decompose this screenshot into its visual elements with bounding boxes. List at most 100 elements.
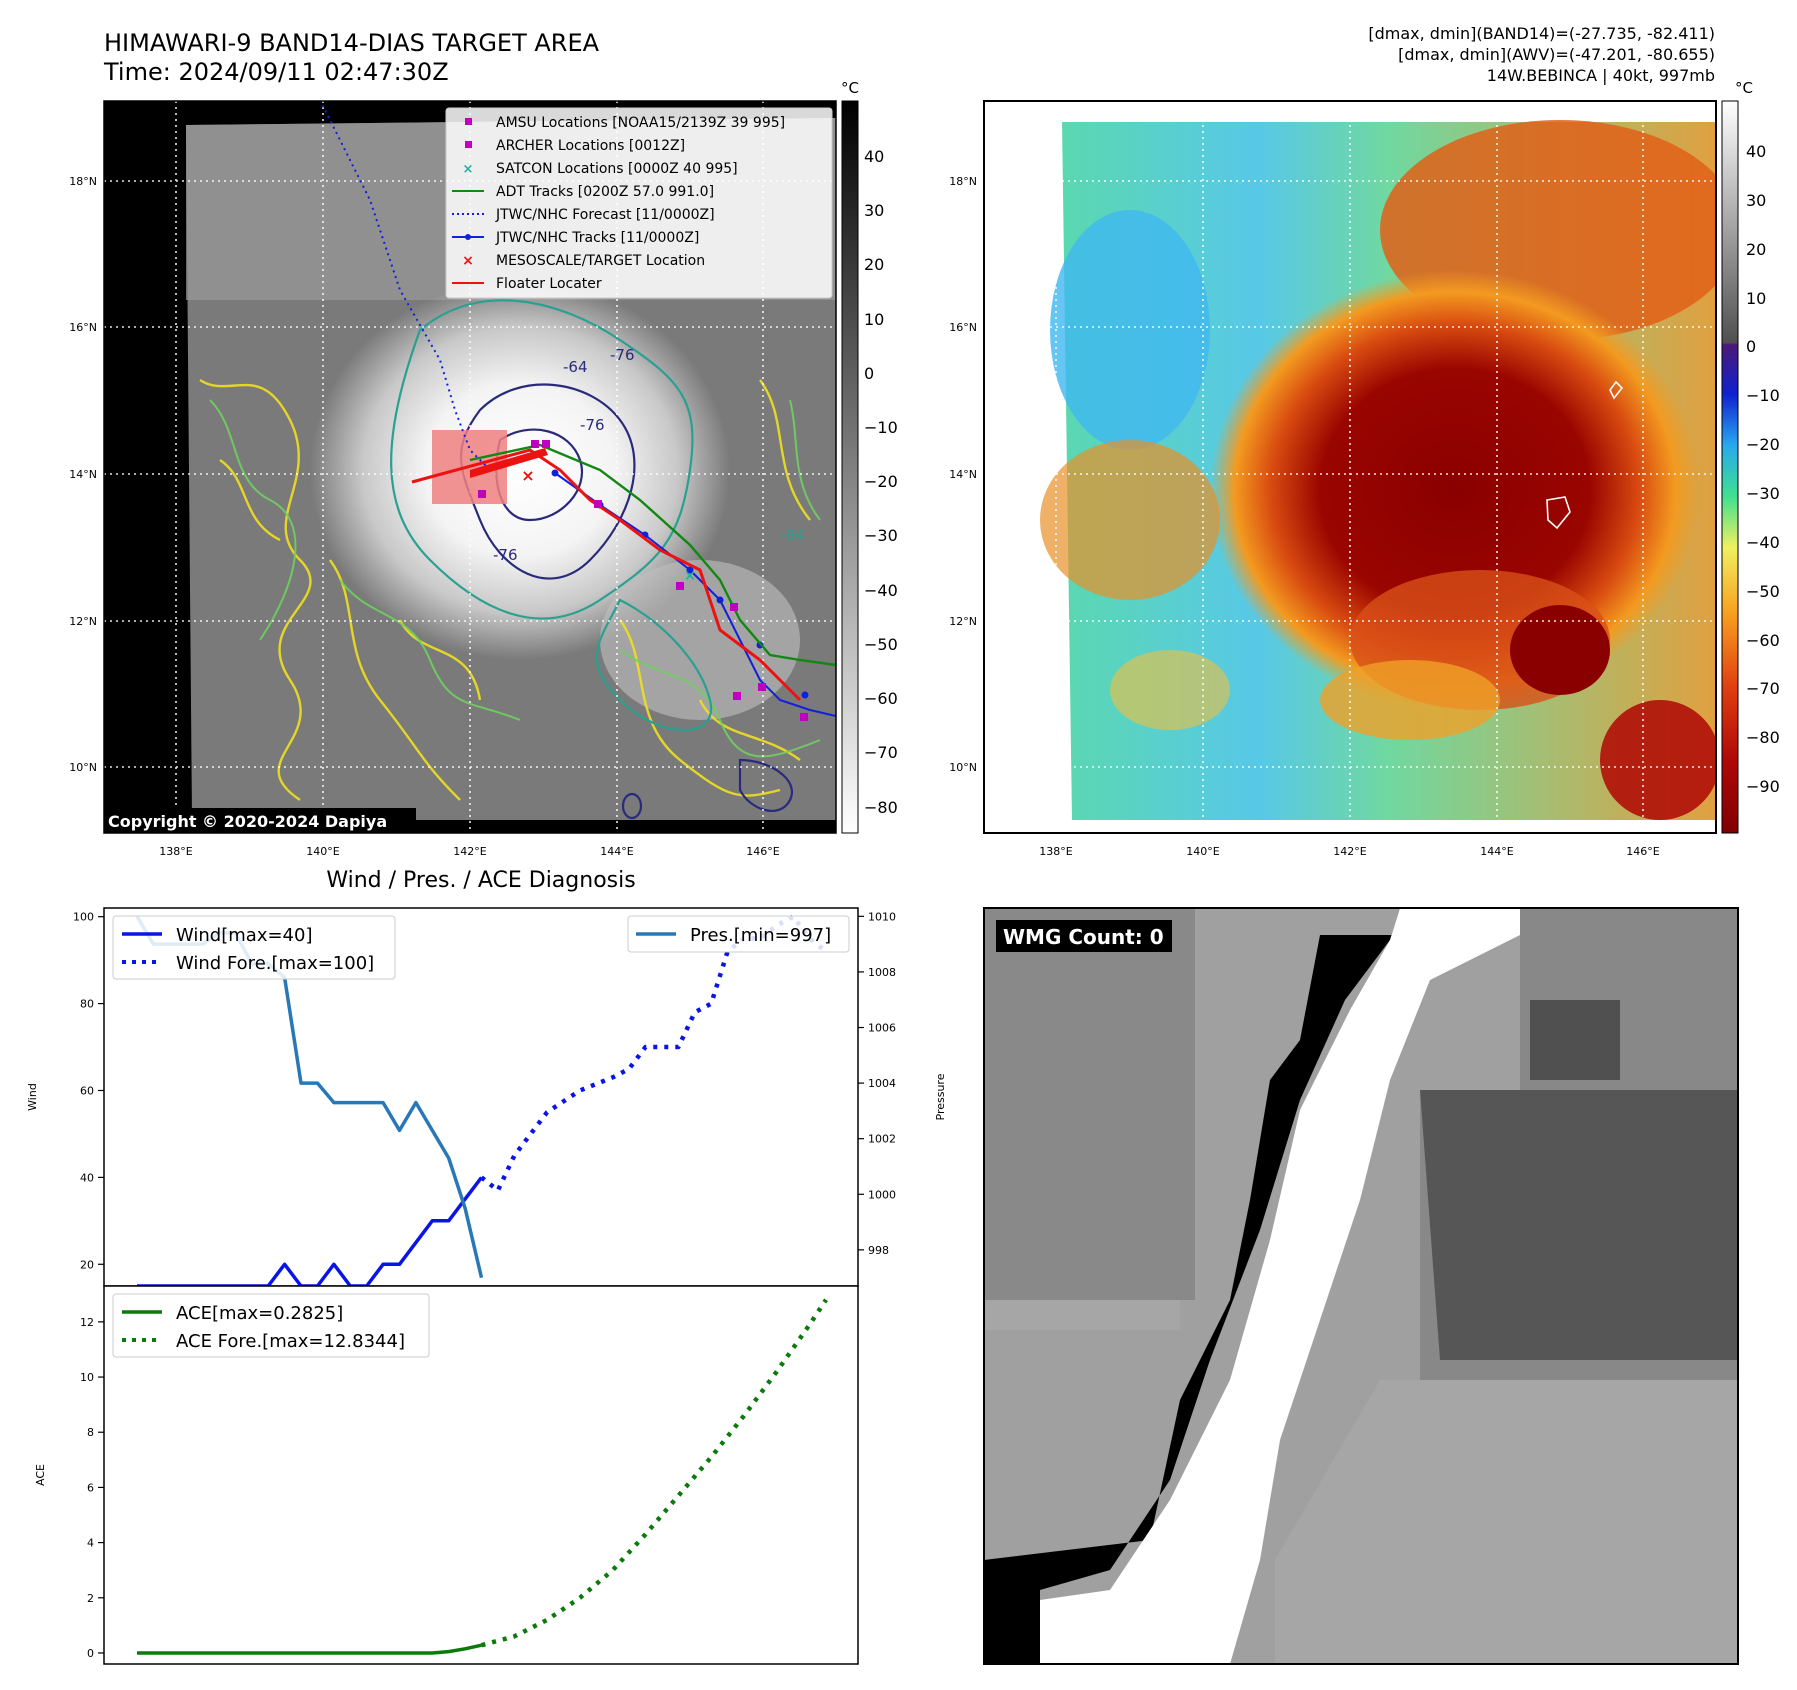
map-legend: AMSU Locations [NOAA15/2139Z 39 995] ARC… <box>445 107 833 299</box>
colorbar-tick: 30 <box>864 201 884 220</box>
colorbar-tick: 40 <box>864 147 884 166</box>
amsu-archer-markers <box>478 440 808 721</box>
map2-frame <box>983 100 1717 834</box>
legend-item: MESOSCALE/TARGET Location <box>496 253 705 269</box>
colorbar-unit: °C <box>841 79 859 97</box>
colorbar-tick: −40 <box>864 581 898 600</box>
axis-tick-label: 20 <box>80 1258 94 1271</box>
axis-tick-label: 2 <box>87 1592 94 1605</box>
gray-colorbar: °C 40 30 20 10 0 −10 −20 −30 −40 −50 −60… <box>841 79 898 834</box>
legend-item: ACE Fore.[max=12.8344] <box>176 1331 405 1352</box>
colorbar-tick: −30 <box>864 526 898 545</box>
diagnosis-title: Wind / Pres. / ACE Diagnosis <box>326 868 635 893</box>
island-outline <box>1609 380 1624 400</box>
colorbar-tick: −70 <box>864 743 898 762</box>
colorbar-tick: −10 <box>1746 386 1780 405</box>
axis-tick-label: 6 <box>87 1481 94 1494</box>
legend-item: JTWC/NHC Forecast [11/0000Z] <box>495 207 715 223</box>
target-location-marker: × <box>521 466 534 485</box>
lon-tick: 138°E <box>159 845 192 858</box>
series-line-wind-fore- <box>480 914 828 1193</box>
axis-tick-label: 1006 <box>868 1022 896 1035</box>
floater-locater-track <box>470 448 548 478</box>
lat-tick: 14°N <box>69 468 97 481</box>
colorbar-tick: −10 <box>864 418 898 437</box>
lon-tick: 142°E <box>1333 845 1366 858</box>
colorbar-tick: −60 <box>1746 631 1780 650</box>
colorbar-tick: 10 <box>1746 289 1766 308</box>
map1-frame <box>103 100 837 834</box>
floater-locater-track <box>411 448 802 702</box>
colorbar-tick: −20 <box>864 472 898 491</box>
axis-tick-label: 1010 <box>868 910 896 923</box>
axis-tick-label: 40 <box>80 1171 94 1184</box>
figure-title-line1: HIMAWARI-9 BAND14-DIAS TARGET AREA <box>104 29 600 57</box>
lon-tick: 138°E <box>1039 845 1072 858</box>
ir-color-map <box>984 101 1716 833</box>
series-line-ace <box>137 1643 482 1655</box>
wmg-count-label: WMG Count: 0 <box>1003 925 1164 949</box>
lon-tick: 146°E <box>746 845 779 858</box>
lat-tick: 12°N <box>949 615 977 628</box>
colorbar-tick: −50 <box>1746 582 1780 601</box>
guam-outline <box>1546 496 1571 530</box>
lat-tick: 16°N <box>949 321 977 334</box>
legend-item: ACE[max=0.2825] <box>176 1303 343 1324</box>
axis-tick-label: 8 <box>87 1426 94 1439</box>
axis-tick-label: 1004 <box>868 1077 896 1090</box>
lon-tick: 144°E <box>600 845 633 858</box>
ace-legend: ACE[max=0.2825] ACE Fore.[max=12.8344] <box>112 1293 430 1358</box>
lat-tick: 10°N <box>69 761 97 774</box>
colorbar-unit: °C <box>1735 79 1753 97</box>
figure-title-line2: Time: 2024/09/11 02:47:30Z <box>103 58 449 86</box>
colorbar-tick: −30 <box>1746 484 1780 503</box>
axis-tick-label: 1000 <box>868 1188 896 1201</box>
satcon-marker: × <box>684 568 696 584</box>
legend-marker-square <box>465 118 472 125</box>
colorbar-tick: −40 <box>1746 533 1780 552</box>
legend-item: Wind Fore.[max=100] <box>176 953 374 974</box>
copyright-box <box>104 808 416 833</box>
colorbar-tick: −80 <box>864 798 898 817</box>
lat-tick: 18°N <box>949 175 977 188</box>
legend-item: Pres.[min=997] <box>690 925 831 946</box>
contour-label: -76 <box>580 416 605 434</box>
axis-tick-label: 60 <box>80 1084 94 1097</box>
contour-label: -64 <box>780 526 805 544</box>
axis-tick-label: 0 <box>87 1647 94 1660</box>
legend-item: ADT Tracks [0200Z 57.0 991.0] <box>496 184 714 200</box>
lon-tick: 140°E <box>1186 845 1219 858</box>
legend-item: Wind[max=40] <box>176 925 313 946</box>
ir-grayscale-map: -64 -76 -76 -76 -64 <box>104 101 836 833</box>
colorbar-tick: −50 <box>864 635 898 654</box>
axis-tick-label: 998 <box>868 1244 889 1257</box>
wmg-count-box <box>996 920 1172 952</box>
pressure-legend: Pres.[min=997] <box>627 915 850 953</box>
lon-tick: 146°E <box>1626 845 1659 858</box>
contour-label: -64 <box>563 358 588 376</box>
axis-tick-label: 1008 <box>868 966 896 979</box>
lat-tick: 18°N <box>69 175 97 188</box>
legend-marker-square <box>465 141 472 148</box>
legend-item: ARCHER Locations [0012Z] <box>496 138 685 154</box>
wind-axis-label: Wind <box>26 1083 39 1111</box>
axis-tick-label: 1002 <box>868 1133 896 1146</box>
colorbar-tick: 40 <box>1746 142 1766 161</box>
colorbar-tick: −80 <box>1746 728 1780 747</box>
stats-line3: 14W.BEBINCA | 40kt, 997mb <box>1487 66 1715 85</box>
legend-marker-x: × <box>462 253 474 269</box>
colorbar-tick: 0 <box>864 364 874 383</box>
colorbar-tick: 0 <box>1746 337 1756 356</box>
colorbar-tick: −70 <box>1746 679 1780 698</box>
colorbar-tick: −20 <box>1746 435 1780 454</box>
ace-axis-label: ACE <box>34 1464 47 1486</box>
ace-chart: 12 10 8 6 4 2 0 ACE ACE[max=0.2825] ACE Fore.[… <box>34 1285 859 1665</box>
lon-tick: 140°E <box>306 845 339 858</box>
colorbar-tick: 30 <box>1746 191 1766 210</box>
colorbar-tick: −90 <box>1746 777 1780 796</box>
legend-item: JTWC/NHC Tracks [11/0000Z] <box>495 230 699 246</box>
stats-line2: [dmax, dmin](AWV)=(-47.201, -80.655) <box>1398 45 1715 64</box>
adt-track <box>469 443 836 667</box>
